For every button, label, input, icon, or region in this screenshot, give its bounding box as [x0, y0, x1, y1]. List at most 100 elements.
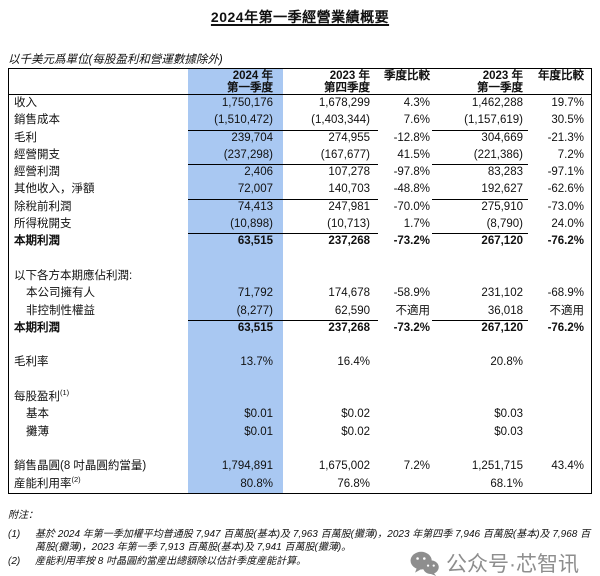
value-cell — [378, 441, 432, 458]
row-label — [9, 251, 188, 268]
table-row: 除稅前利潤 74,413 247,981 -70.0% 275,910 -73.0% — [9, 199, 591, 216]
value-cell — [528, 251, 591, 268]
row-label: 攤薄 — [26, 425, 49, 438]
table-row: 本公司擁有人 71,792 174,678 -58.9% 231,102 -68.9% — [9, 285, 591, 302]
value-cell: $0.02 — [341, 408, 370, 421]
value-cell: 83,283 — [487, 166, 523, 179]
row-label: 銷售晶圓(8 吋晶圓約當量) — [14, 460, 147, 473]
value-cell — [283, 337, 378, 354]
value-cell — [528, 441, 591, 458]
value-cell — [283, 372, 378, 389]
value-cell — [188, 251, 283, 268]
row-label: 非控制性權益 — [26, 304, 95, 317]
value-cell — [432, 389, 528, 406]
value-cell: (1,510,472) — [188, 112, 283, 131]
value-cell: 13.7% — [240, 356, 273, 369]
table-row: 攤薄 $0.01 $0.02 $0.03 — [9, 424, 591, 441]
value-cell — [378, 268, 432, 285]
value-cell — [528, 354, 591, 371]
table-row: 收入 1,750,176 1,678,299 4.3% 1,462,288 19.7% — [9, 95, 591, 112]
value-cell — [528, 389, 591, 406]
column-header-1: 2024 年第一季度 — [227, 69, 273, 94]
row-label: 本公司擁有人 — [26, 287, 95, 300]
value-cell: 140,703 — [283, 181, 378, 200]
value-cell: 72,007 — [188, 181, 283, 200]
row-label: 銷售成本 — [14, 114, 60, 127]
row-label: 每股盈利(1) — [14, 388, 70, 404]
value-cell: 237,268 — [328, 321, 370, 334]
watermark: 公众号·芯智讯 — [410, 548, 579, 576]
value-cell: 275,910 — [481, 200, 523, 213]
value-cell: 107,278 — [328, 166, 370, 179]
value-cell: $0.03 — [494, 408, 523, 421]
table-row: 非控制性權益 (8,277) 62,590 不適用 36,018 不適用 — [9, 303, 591, 321]
footnote-1-number: (1) — [8, 528, 21, 540]
column-header-2: 2023 年第四季度 — [324, 69, 370, 94]
row-label: 産能利用率(2) — [14, 474, 81, 490]
row-label: 以下各方本期應佔利潤: — [14, 269, 133, 282]
value-cell: 63,515 — [237, 235, 273, 248]
table-header-row: 2024 年第一季度 2023 年第四季度 季度比較 2023 年第一季度 年度比較 — [9, 69, 591, 95]
value-cell: 1,675,002 — [318, 460, 370, 473]
value-cell: 71,792 — [237, 287, 273, 300]
value-cell: 16.4% — [337, 356, 370, 369]
footnote-2-text: 産能利用率按 8 吋晶圓約當産出總額除以估計季度産能計算。 — [35, 555, 307, 567]
highlight-2024q1-column — [188, 69, 283, 493]
value-cell — [378, 354, 432, 371]
value-cell: -58.9% — [393, 287, 430, 300]
units-note: 以千美元爲單位(每股盈利和營運數據除外) — [8, 54, 223, 66]
row-label: 收入 — [14, 97, 37, 109]
row-label: 本期利潤 — [14, 321, 60, 334]
table-row: 産能利用率(2) 80.8% 76.8% 68.1% — [9, 474, 591, 493]
table-row: 本期利潤 63,515 237,268 -73.2% 267,120 -76.2% — [9, 320, 591, 337]
row-label: 其他收入，淨額 — [14, 183, 95, 196]
value-cell — [378, 372, 432, 389]
value-cell: -73.0% — [547, 200, 584, 213]
value-cell — [432, 441, 528, 458]
value-cell — [528, 424, 591, 441]
footnotes: 附注： (1) 基於 2024 年第一季加權平均普通股 7,947 百萬股(基本… — [8, 509, 592, 568]
table-row: 毛利率 13.7% 16.4% 20.8% — [9, 354, 591, 371]
value-cell: $0.02 — [341, 425, 370, 438]
value-cell — [378, 389, 432, 406]
value-cell: 4.3% — [403, 97, 430, 109]
page-title: 2024年第一季經營業績概要 — [210, 9, 390, 25]
value-cell: (10,898) — [188, 216, 283, 235]
table-row: 毛利 239,704 274,955 -12.8% 304,669 -21.3% — [9, 130, 591, 147]
footnote-1-text: 基於 2024 年第一季加權平均普通股 7,947 百萬股(基本)及 7,963… — [35, 528, 591, 554]
value-cell: 231,102 — [481, 287, 523, 300]
value-cell — [378, 251, 432, 268]
value-cell: 19.7% — [551, 97, 584, 109]
value-cell — [528, 406, 591, 423]
financial-table: 2024 年第一季度 2023 年第四季度 季度比較 2023 年第一季度 年度比較 收… — [8, 68, 592, 494]
table-row: 所得稅開支 (10,898) (10,713) 1.7% (8,790) 24.0% — [9, 216, 591, 235]
value-cell: 304,669 — [481, 131, 523, 144]
value-cell: (8,790) — [432, 216, 528, 235]
value-cell — [528, 476, 591, 493]
row-label: 除稅前利潤 — [14, 200, 72, 213]
value-cell: $0.01 — [244, 425, 273, 438]
value-cell: 74,413 — [237, 200, 273, 213]
value-cell: $0.03 — [494, 425, 523, 438]
watermark-text: 公众号·芯智讯 — [446, 553, 579, 576]
value-cell: 7.6% — [403, 114, 430, 127]
value-cell: 1,251,715 — [471, 460, 523, 473]
footnote-1: (1) 基於 2024 年第一季加權平均普通股 7,947 百萬股(基本)及 7… — [8, 528, 592, 555]
value-cell — [188, 268, 283, 285]
value-cell: 63,515 — [237, 321, 273, 334]
value-cell — [528, 268, 591, 285]
value-cell: 不適用 — [549, 304, 585, 317]
value-cell: 20.8% — [490, 356, 523, 369]
value-cell: 267,120 — [481, 235, 523, 248]
row-label: 經營利潤 — [14, 166, 60, 179]
value-cell: -97.8% — [393, 166, 430, 179]
table-row: 經營開支 (237,298) (167,677) 41.5% (221,386) 7.2% — [9, 147, 591, 166]
value-cell: -97.1% — [547, 166, 584, 179]
value-cell: (221,386) — [432, 147, 528, 166]
value-cell — [188, 337, 283, 354]
value-cell — [378, 406, 432, 423]
value-cell — [378, 424, 432, 441]
value-cell: -76.2% — [547, 235, 584, 248]
value-cell: 80.8% — [240, 477, 273, 490]
